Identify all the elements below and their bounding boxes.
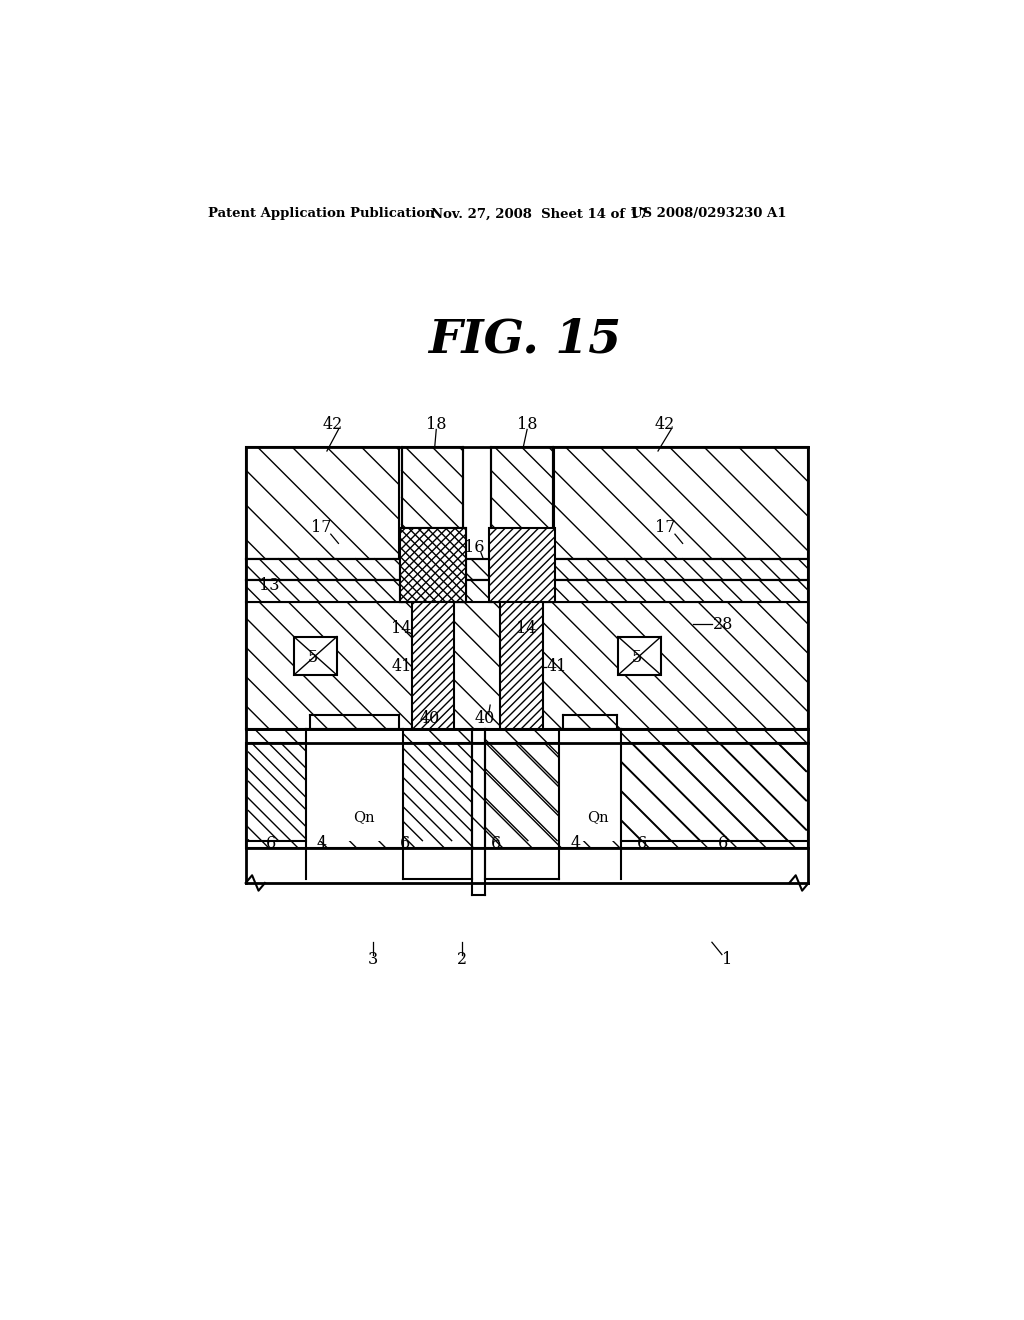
Text: 5: 5 <box>632 649 642 665</box>
Text: 2: 2 <box>457 950 467 968</box>
Text: 14: 14 <box>391 619 412 636</box>
Text: 41: 41 <box>391 659 412 675</box>
Bar <box>490 447 553 558</box>
Text: 1: 1 <box>722 950 732 968</box>
Text: 4: 4 <box>316 836 327 853</box>
Text: 17: 17 <box>311 520 332 536</box>
Bar <box>559 729 621 841</box>
Bar <box>246 558 808 581</box>
Text: 6: 6 <box>637 836 647 853</box>
Text: 40: 40 <box>475 710 495 727</box>
Text: 41: 41 <box>546 659 566 675</box>
Bar <box>246 581 808 602</box>
Bar <box>306 729 403 841</box>
Text: Qn: Qn <box>353 809 375 824</box>
Text: 4: 4 <box>570 836 581 853</box>
Text: 16: 16 <box>465 539 485 556</box>
Text: 28: 28 <box>714 615 733 632</box>
Bar <box>246 743 808 849</box>
Bar <box>246 447 398 558</box>
Text: FIG. 15: FIG. 15 <box>428 317 622 363</box>
Text: 18: 18 <box>517 416 538 433</box>
Bar <box>412 602 454 729</box>
Text: 13: 13 <box>259 577 280 594</box>
Text: 42: 42 <box>654 416 675 433</box>
Text: Patent Application Publication: Patent Application Publication <box>208 207 434 220</box>
Bar <box>400 528 466 602</box>
Text: 6: 6 <box>400 836 411 853</box>
Text: 5: 5 <box>307 649 317 665</box>
Bar <box>294 636 337 675</box>
Text: 17: 17 <box>655 520 676 536</box>
Text: Qn: Qn <box>587 809 608 824</box>
Text: 18: 18 <box>426 416 446 433</box>
Text: 42: 42 <box>323 416 342 433</box>
Text: 3: 3 <box>368 950 378 968</box>
Text: 6: 6 <box>492 836 502 853</box>
Bar <box>489 528 555 602</box>
Bar <box>246 602 808 729</box>
Text: 40: 40 <box>419 710 439 727</box>
Text: 14: 14 <box>516 619 537 636</box>
Text: 6: 6 <box>718 836 729 853</box>
Text: US 2008/0293230 A1: US 2008/0293230 A1 <box>631 207 786 220</box>
Bar <box>401 447 463 558</box>
Bar <box>554 447 808 558</box>
Text: Nov. 27, 2008  Sheet 14 of 17: Nov. 27, 2008 Sheet 14 of 17 <box>431 207 648 220</box>
Text: 6: 6 <box>266 836 276 853</box>
Bar <box>617 636 662 675</box>
Bar <box>500 602 543 729</box>
Bar <box>400 528 466 602</box>
